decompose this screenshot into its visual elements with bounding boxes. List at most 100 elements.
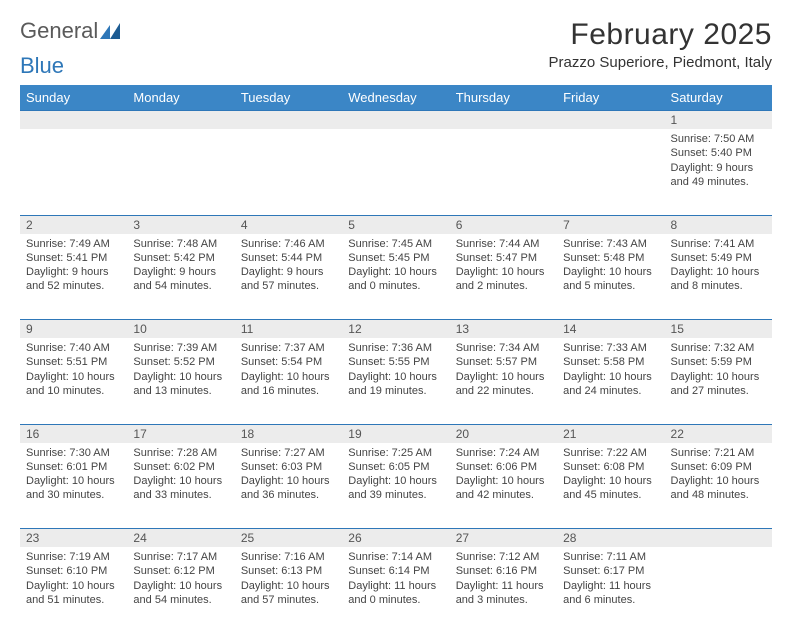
sunset-text: Sunset: 6:06 PM xyxy=(456,460,551,474)
daylight2-text: and 19 minutes. xyxy=(348,384,443,398)
sunrise-text: Sunrise: 7:24 AM xyxy=(456,446,551,460)
day-cell xyxy=(342,129,449,215)
daylight1-text: Daylight: 9 hours xyxy=(671,161,766,175)
sunset-text: Sunset: 5:41 PM xyxy=(26,251,121,265)
month-title: February 2025 xyxy=(549,18,772,52)
sunrise-text: Sunrise: 7:19 AM xyxy=(26,550,121,564)
day-number: 19 xyxy=(342,424,449,443)
day-number xyxy=(20,111,127,130)
daylight2-text: and 27 minutes. xyxy=(671,384,766,398)
daynum-row: 232425262728 xyxy=(20,529,772,548)
day-cell-body: Sunrise: 7:41 AMSunset: 5:49 PMDaylight:… xyxy=(665,234,772,298)
sunset-text: Sunset: 6:10 PM xyxy=(26,564,121,578)
day-number: 5 xyxy=(342,215,449,234)
week-row: Sunrise: 7:50 AMSunset: 5:40 PMDaylight:… xyxy=(20,129,772,215)
sunrise-text: Sunrise: 7:49 AM xyxy=(26,237,121,251)
week-row: Sunrise: 7:40 AMSunset: 5:51 PMDaylight:… xyxy=(20,338,772,424)
day-number xyxy=(665,529,772,548)
day-number: 16 xyxy=(20,424,127,443)
sunrise-text: Sunrise: 7:22 AM xyxy=(563,446,658,460)
day-number: 23 xyxy=(20,529,127,548)
daynum-row: 16171819202122 xyxy=(20,424,772,443)
sunset-text: Sunset: 5:49 PM xyxy=(671,251,766,265)
day-cell-body: Sunrise: 7:14 AMSunset: 6:14 PMDaylight:… xyxy=(342,547,449,611)
day-cell: Sunrise: 7:22 AMSunset: 6:08 PMDaylight:… xyxy=(557,443,664,529)
daylight1-text: Daylight: 10 hours xyxy=(563,474,658,488)
day-number: 15 xyxy=(665,320,772,339)
day-cell-body: Sunrise: 7:24 AMSunset: 6:06 PMDaylight:… xyxy=(450,443,557,507)
location: Prazzo Superiore, Piedmont, Italy xyxy=(549,54,772,71)
day-cell: Sunrise: 7:44 AMSunset: 5:47 PMDaylight:… xyxy=(450,234,557,320)
day-cell-body: Sunrise: 7:45 AMSunset: 5:45 PMDaylight:… xyxy=(342,234,449,298)
day-number: 9 xyxy=(20,320,127,339)
sunrise-text: Sunrise: 7:44 AM xyxy=(456,237,551,251)
daylight2-text: and 42 minutes. xyxy=(456,488,551,502)
sunset-text: Sunset: 6:12 PM xyxy=(133,564,228,578)
day-number: 4 xyxy=(235,215,342,234)
sunrise-text: Sunrise: 7:36 AM xyxy=(348,341,443,355)
day-cell-body: Sunrise: 7:36 AMSunset: 5:55 PMDaylight:… xyxy=(342,338,449,402)
weekday-header: Tuesday xyxy=(235,85,342,111)
day-cell: Sunrise: 7:24 AMSunset: 6:06 PMDaylight:… xyxy=(450,443,557,529)
daylight1-text: Daylight: 10 hours xyxy=(563,265,658,279)
daylight1-text: Daylight: 10 hours xyxy=(348,265,443,279)
daylight2-text: and 48 minutes. xyxy=(671,488,766,502)
day-number: 14 xyxy=(557,320,664,339)
day-number: 21 xyxy=(557,424,664,443)
day-number: 27 xyxy=(450,529,557,548)
day-cell: Sunrise: 7:37 AMSunset: 5:54 PMDaylight:… xyxy=(235,338,342,424)
sunrise-text: Sunrise: 7:43 AM xyxy=(563,237,658,251)
day-cell-body: Sunrise: 7:48 AMSunset: 5:42 PMDaylight:… xyxy=(127,234,234,298)
daylight2-text: and 22 minutes. xyxy=(456,384,551,398)
week-row: Sunrise: 7:19 AMSunset: 6:10 PMDaylight:… xyxy=(20,547,772,633)
sunrise-text: Sunrise: 7:21 AM xyxy=(671,446,766,460)
day-cell-body: Sunrise: 7:50 AMSunset: 5:40 PMDaylight:… xyxy=(665,129,772,193)
daylight2-text: and 6 minutes. xyxy=(563,593,658,607)
sunrise-text: Sunrise: 7:16 AM xyxy=(241,550,336,564)
day-number xyxy=(127,111,234,130)
day-cell-body: Sunrise: 7:22 AMSunset: 6:08 PMDaylight:… xyxy=(557,443,664,507)
daylight1-text: Daylight: 11 hours xyxy=(348,579,443,593)
daylight2-text: and 33 minutes. xyxy=(133,488,228,502)
weekday-header-row: Sunday Monday Tuesday Wednesday Thursday… xyxy=(20,85,772,111)
sunset-text: Sunset: 6:16 PM xyxy=(456,564,551,578)
day-cell: Sunrise: 7:34 AMSunset: 5:57 PMDaylight:… xyxy=(450,338,557,424)
day-cell: Sunrise: 7:21 AMSunset: 6:09 PMDaylight:… xyxy=(665,443,772,529)
day-cell-body: Sunrise: 7:28 AMSunset: 6:02 PMDaylight:… xyxy=(127,443,234,507)
daylight2-text: and 3 minutes. xyxy=(456,593,551,607)
day-number: 7 xyxy=(557,215,664,234)
sunset-text: Sunset: 6:05 PM xyxy=(348,460,443,474)
weekday-header: Wednesday xyxy=(342,85,449,111)
day-number: 8 xyxy=(665,215,772,234)
day-cell-body: Sunrise: 7:49 AMSunset: 5:41 PMDaylight:… xyxy=(20,234,127,298)
daylight1-text: Daylight: 10 hours xyxy=(456,265,551,279)
day-cell-body: Sunrise: 7:25 AMSunset: 6:05 PMDaylight:… xyxy=(342,443,449,507)
day-cell: Sunrise: 7:50 AMSunset: 5:40 PMDaylight:… xyxy=(665,129,772,215)
sunrise-text: Sunrise: 7:12 AM xyxy=(456,550,551,564)
day-cell: Sunrise: 7:45 AMSunset: 5:45 PMDaylight:… xyxy=(342,234,449,320)
daylight1-text: Daylight: 10 hours xyxy=(26,579,121,593)
sunrise-text: Sunrise: 7:48 AM xyxy=(133,237,228,251)
day-cell: Sunrise: 7:33 AMSunset: 5:58 PMDaylight:… xyxy=(557,338,664,424)
sunrise-text: Sunrise: 7:17 AM xyxy=(133,550,228,564)
daynum-row: 1 xyxy=(20,111,772,130)
logo-word2: Blue xyxy=(20,53,64,79)
week-row: Sunrise: 7:30 AMSunset: 6:01 PM Daylight:… xyxy=(20,443,772,529)
sunrise-text: Sunrise: 7:30 AM xyxy=(26,446,121,460)
day-number: 1 xyxy=(665,111,772,130)
day-cell-body: Sunrise: 7:43 AMSunset: 5:48 PMDaylight:… xyxy=(557,234,664,298)
daynum-row: 9101112131415 xyxy=(20,320,772,339)
daylight2-text: and 10 minutes. xyxy=(26,384,121,398)
day-cell: Sunrise: 7:39 AMSunset: 5:52 PMDaylight:… xyxy=(127,338,234,424)
day-cell: Sunrise: 7:25 AMSunset: 6:05 PMDaylight:… xyxy=(342,443,449,529)
sunset-text: Sunset: 6:03 PM xyxy=(241,460,336,474)
day-number: 17 xyxy=(127,424,234,443)
day-number: 11 xyxy=(235,320,342,339)
day-cell xyxy=(235,129,342,215)
sunset-text: Sunset: 5:52 PM xyxy=(133,355,228,369)
day-number: 12 xyxy=(342,320,449,339)
daylight1-text: Daylight: 10 hours xyxy=(133,579,228,593)
day-cell-body: Sunrise: 7:11 AMSunset: 6:17 PMDaylight:… xyxy=(557,547,664,611)
sunset-text: Sunset: 6:01 PM xyxy=(26,460,121,474)
daylight1-text: Daylight: 9 hours xyxy=(241,265,336,279)
